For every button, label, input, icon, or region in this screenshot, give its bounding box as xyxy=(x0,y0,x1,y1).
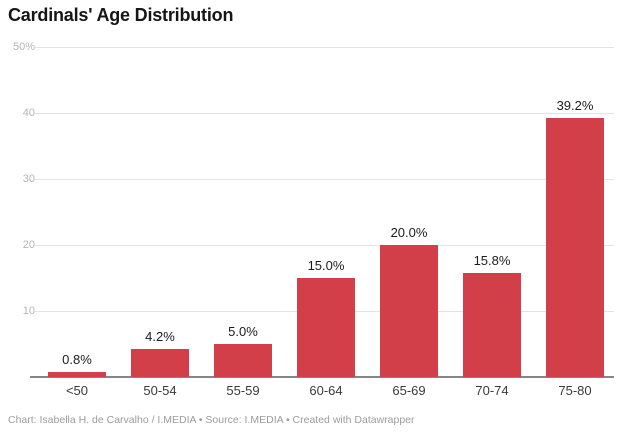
x-axis-baseline xyxy=(30,376,614,378)
bar-value-label: 0.8% xyxy=(62,351,92,367)
x-axis-category-label: 65-69 xyxy=(392,383,426,398)
y-axis-tick-label-30: 30 xyxy=(0,172,35,186)
bar-value-label: 15.8% xyxy=(473,252,511,268)
x-axis-category-label: 60-64 xyxy=(309,383,343,398)
bar-<50 xyxy=(48,371,106,377)
bar-value-label: 39.2% xyxy=(556,98,594,114)
bar-50-54 xyxy=(131,349,189,377)
plot-area: 50% 40 30 20 10 0.8% 4.2% 5.0% 15.0% 20.0% 15.8% 39… xyxy=(0,40,620,377)
bar-value-label: 4.2% xyxy=(145,329,175,345)
y-axis-tick-label-20: 20 xyxy=(0,238,35,252)
x-axis-category-label: 75-80 xyxy=(558,383,592,398)
gridline-50 xyxy=(32,47,614,48)
x-axis-category-label: 50-54 xyxy=(143,383,177,398)
bar-65-69 xyxy=(380,245,438,377)
x-axis-category-label: 70-74 xyxy=(475,383,509,398)
gridline-20 xyxy=(32,245,614,246)
y-axis-tick-label-10: 10 xyxy=(0,304,35,318)
chart-title: Cardinals' Age Distribution xyxy=(8,5,234,25)
bar-70-74 xyxy=(463,272,521,377)
chart-footer-credit: Chart: Isabella H. de Carvalho / I.MEDIA… xyxy=(8,414,415,426)
gridline-40 xyxy=(32,113,614,114)
x-axis-category-label: 55-59 xyxy=(226,383,260,398)
gridline-30 xyxy=(32,179,614,180)
bar-75-80 xyxy=(546,118,604,377)
bar-60-64 xyxy=(297,278,355,377)
bar-value-label: 5.0% xyxy=(228,324,258,339)
x-axis-category-label: <50 xyxy=(65,383,89,398)
bar-value-label: 20.0% xyxy=(390,225,428,240)
bar-55-59 xyxy=(214,344,272,377)
y-axis-tick-label-50: 50% xyxy=(0,40,35,54)
y-axis-tick-label-40: 40 xyxy=(0,106,35,120)
bar-value-label: 15.0% xyxy=(307,258,345,273)
